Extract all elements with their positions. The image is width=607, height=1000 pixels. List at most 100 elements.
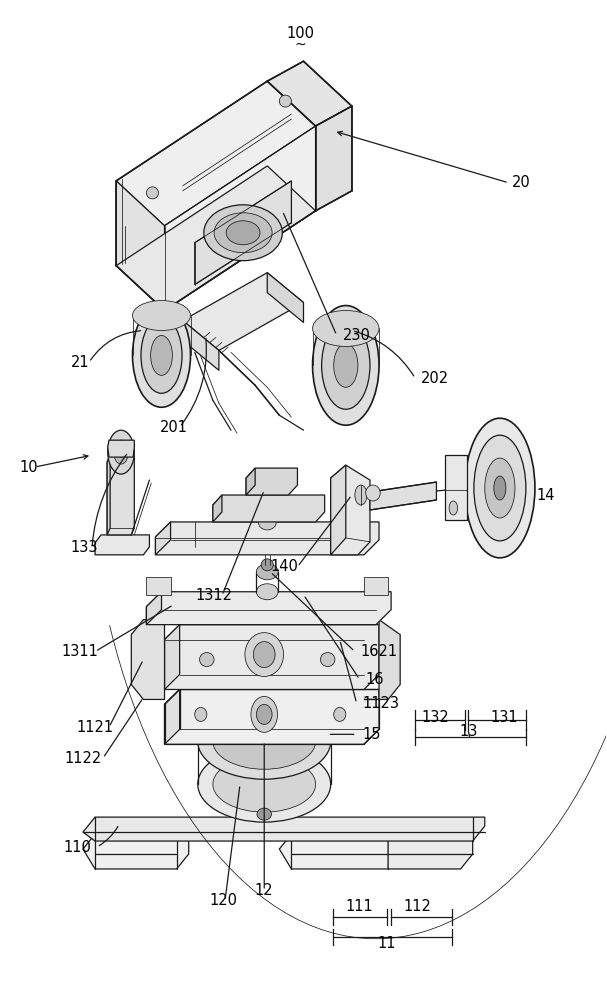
Ellipse shape xyxy=(204,205,282,261)
Ellipse shape xyxy=(449,501,458,515)
Text: 230: 230 xyxy=(343,328,371,343)
Ellipse shape xyxy=(313,311,379,346)
Polygon shape xyxy=(107,455,134,535)
Ellipse shape xyxy=(474,435,526,541)
Ellipse shape xyxy=(245,633,283,677)
Polygon shape xyxy=(95,535,149,555)
Polygon shape xyxy=(370,482,436,510)
Polygon shape xyxy=(331,465,346,555)
Text: 13: 13 xyxy=(459,724,478,739)
Polygon shape xyxy=(213,495,325,522)
Polygon shape xyxy=(164,625,379,689)
Ellipse shape xyxy=(465,418,535,558)
Bar xyxy=(146,577,171,595)
Polygon shape xyxy=(246,468,297,495)
Polygon shape xyxy=(183,273,304,350)
Ellipse shape xyxy=(257,808,271,820)
Ellipse shape xyxy=(214,213,272,253)
Text: 201: 201 xyxy=(160,420,188,435)
Text: 110: 110 xyxy=(63,840,91,855)
Polygon shape xyxy=(331,465,370,555)
Ellipse shape xyxy=(195,707,207,721)
Polygon shape xyxy=(83,834,189,869)
Polygon shape xyxy=(146,592,391,625)
Polygon shape xyxy=(267,273,304,322)
Polygon shape xyxy=(164,126,316,311)
Polygon shape xyxy=(83,817,485,841)
Ellipse shape xyxy=(114,440,128,464)
Ellipse shape xyxy=(334,707,346,721)
Polygon shape xyxy=(116,81,316,226)
Ellipse shape xyxy=(355,485,367,505)
Text: 1123: 1123 xyxy=(363,696,400,711)
Text: 1121: 1121 xyxy=(76,720,114,735)
Polygon shape xyxy=(164,625,180,689)
Text: 100: 100 xyxy=(287,26,314,41)
Polygon shape xyxy=(116,181,164,311)
Ellipse shape xyxy=(198,703,331,779)
Text: 10: 10 xyxy=(19,460,38,475)
Polygon shape xyxy=(267,61,352,126)
Ellipse shape xyxy=(322,321,370,409)
Ellipse shape xyxy=(107,430,134,474)
Polygon shape xyxy=(183,320,219,370)
Ellipse shape xyxy=(334,343,358,387)
Text: 12: 12 xyxy=(255,883,274,898)
Polygon shape xyxy=(107,440,134,457)
Polygon shape xyxy=(388,834,473,869)
Ellipse shape xyxy=(256,584,278,600)
Polygon shape xyxy=(213,495,222,522)
Ellipse shape xyxy=(279,95,291,107)
Polygon shape xyxy=(246,468,255,495)
Ellipse shape xyxy=(256,704,272,724)
Text: 132: 132 xyxy=(421,710,449,725)
Polygon shape xyxy=(107,455,110,535)
Ellipse shape xyxy=(132,301,191,330)
Polygon shape xyxy=(116,166,316,311)
Text: 20: 20 xyxy=(512,175,531,190)
Text: 140: 140 xyxy=(270,559,298,574)
Text: 16: 16 xyxy=(366,672,384,687)
Ellipse shape xyxy=(313,306,379,425)
Polygon shape xyxy=(164,689,379,744)
Polygon shape xyxy=(446,455,467,520)
Text: 112: 112 xyxy=(403,899,431,914)
Polygon shape xyxy=(164,689,180,744)
Ellipse shape xyxy=(141,318,182,393)
Ellipse shape xyxy=(256,564,278,580)
Ellipse shape xyxy=(200,653,214,667)
Text: 131: 131 xyxy=(491,710,518,725)
Ellipse shape xyxy=(261,559,273,571)
Text: 1122: 1122 xyxy=(64,751,101,766)
Text: 133: 133 xyxy=(71,540,98,555)
Text: 15: 15 xyxy=(363,727,381,742)
Text: 21: 21 xyxy=(70,355,89,370)
Text: 1621: 1621 xyxy=(361,644,398,659)
Text: 11: 11 xyxy=(378,936,396,951)
Ellipse shape xyxy=(198,746,331,822)
Text: 120: 120 xyxy=(209,893,237,908)
Polygon shape xyxy=(155,522,379,555)
Ellipse shape xyxy=(320,653,335,667)
Ellipse shape xyxy=(253,642,275,668)
Bar xyxy=(364,577,388,595)
Text: 1312: 1312 xyxy=(195,588,232,603)
Ellipse shape xyxy=(132,304,191,407)
Ellipse shape xyxy=(258,514,276,530)
Ellipse shape xyxy=(213,713,316,769)
Polygon shape xyxy=(146,592,161,625)
Polygon shape xyxy=(155,522,171,555)
Ellipse shape xyxy=(485,458,515,518)
Ellipse shape xyxy=(213,756,316,812)
Text: 111: 111 xyxy=(345,899,373,914)
Ellipse shape xyxy=(146,187,158,199)
Ellipse shape xyxy=(226,221,260,245)
Polygon shape xyxy=(364,620,400,699)
Text: ~: ~ xyxy=(294,37,307,51)
Polygon shape xyxy=(195,181,291,285)
Text: 202: 202 xyxy=(421,371,449,386)
Ellipse shape xyxy=(366,485,380,501)
Ellipse shape xyxy=(118,447,124,457)
Ellipse shape xyxy=(151,335,172,375)
Ellipse shape xyxy=(251,696,277,732)
